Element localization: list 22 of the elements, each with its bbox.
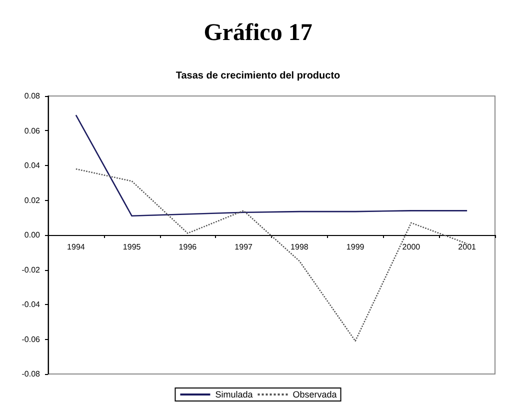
y-tick-label: 0.04 <box>24 161 41 170</box>
x-tick-label: 1996 <box>178 242 198 252</box>
x-tick-label: 1998 <box>290 242 309 252</box>
y-tick-label: 0.08 <box>24 92 41 100</box>
y-tick-label: -0.04 <box>22 300 41 309</box>
line-series <box>75 114 468 217</box>
y-tick-label: 0.00 <box>24 230 41 240</box>
y-tick-label: -0.06 <box>22 334 41 344</box>
legend-label: Simulada <box>215 390 253 400</box>
chart-title: Gráfico 17 <box>204 20 312 46</box>
x-tick-label: 1997 <box>234 242 254 252</box>
x-tick-label: 1999 <box>346 242 365 252</box>
legend-label: Observada <box>292 390 337 400</box>
y-tick-label: 0.06 <box>24 126 41 136</box>
y-tick-label: 0.02 <box>24 196 41 205</box>
x-tick-label: 2000 <box>402 242 421 252</box>
x-tick-label: 1994 <box>67 242 86 252</box>
y-tick-label: -0.08 <box>22 370 41 378</box>
x-tick-label: 2001 <box>458 242 477 252</box>
x-tick-label: 1995 <box>122 242 142 252</box>
chart-subtitle: Tasas de crecimiento del producto <box>176 70 340 82</box>
y-tick-label: -0.02 <box>22 265 41 274</box>
